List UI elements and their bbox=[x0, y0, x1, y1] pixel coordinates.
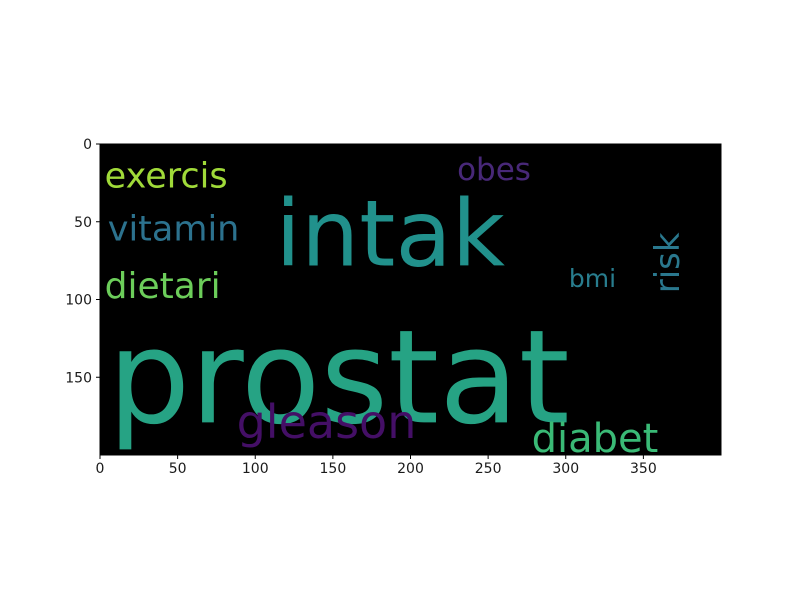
y-tick-label: 0 bbox=[83, 137, 92, 153]
axis-layer: 0 50 100 150 200 250 300 350 0 50 100 150 bbox=[65, 137, 656, 477]
word-obes: obes bbox=[457, 152, 531, 188]
word-bmi: bmi bbox=[569, 264, 616, 293]
x-tick-label: 150 bbox=[320, 461, 347, 477]
y-tick-label: 150 bbox=[65, 370, 92, 386]
x-tick-label: 100 bbox=[242, 461, 269, 477]
plot-background bbox=[100, 144, 721, 455]
x-tick-label: 200 bbox=[397, 461, 424, 477]
word-gleason: gleason bbox=[237, 395, 417, 449]
word-exercis: exercis bbox=[105, 157, 228, 197]
y-tick-label: 100 bbox=[65, 293, 92, 309]
x-tick-label: 300 bbox=[552, 461, 579, 477]
word-layer: prostat intak gleason diabet exercis vitamin d… bbox=[105, 152, 688, 462]
x-tick-label: 250 bbox=[475, 461, 502, 477]
word-intak: intak bbox=[275, 180, 505, 287]
word-diabet: diabet bbox=[532, 416, 659, 462]
word-risk: risk bbox=[648, 232, 688, 293]
y-tick-label: 50 bbox=[74, 215, 92, 231]
word-vitamin: vitamin bbox=[108, 209, 240, 249]
x-tick-label: 50 bbox=[169, 461, 187, 477]
word-dietari: dietari bbox=[105, 266, 221, 307]
word-prostat: prostat bbox=[108, 301, 570, 453]
x-tick-label: 0 bbox=[96, 461, 105, 477]
x-tick-label: 350 bbox=[630, 461, 657, 477]
